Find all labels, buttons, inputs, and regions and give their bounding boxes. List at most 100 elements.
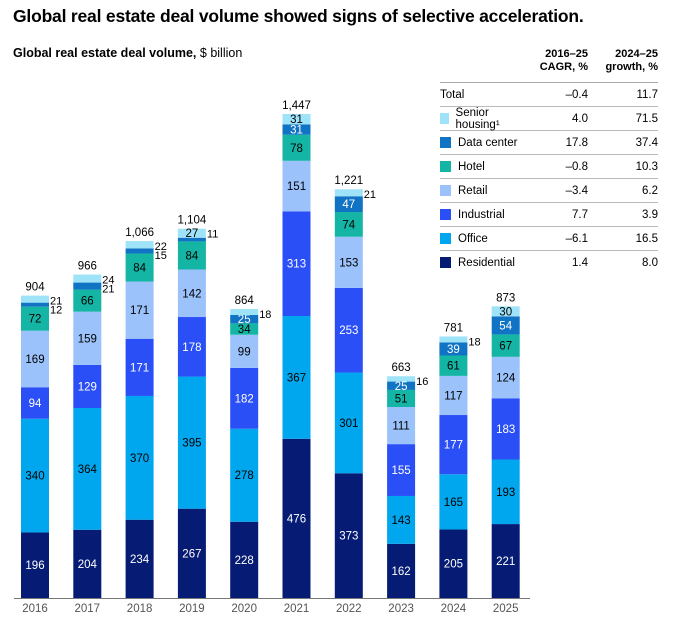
bar-segment-retail [491,356,520,399]
bar-segment-residential [491,524,520,598]
bar-segment-senior-housing [282,113,311,125]
legend-growth-value: 6.2 [642,184,658,197]
data-label: 171 [130,305,149,317]
bar-segment-senior-housing [334,189,363,197]
data-label: 151 [287,181,306,193]
bar-segment-data-center [230,315,259,324]
bar-segment-industrial [334,287,363,373]
data-label: 178 [182,342,201,354]
bar-segment-industrial [125,338,154,396]
data-label: 313 [287,259,306,271]
bar-segment-retail [387,407,416,445]
x-tick-label: 2025 [493,603,519,615]
legend-label: Data center [458,136,518,149]
bar-segment-retail [230,334,259,368]
bar-segment-data-center [177,237,206,242]
data-label: 228 [235,555,254,567]
legend-cagr-value: 17.8 [565,136,588,149]
data-label: 373 [339,531,358,543]
data-label: 169 [25,354,44,366]
legend-row-total: Total –0.4 11.7 [440,83,658,107]
data-label: 253 [339,325,358,337]
data-label: 39 [447,344,460,356]
bar-segment-retail [177,269,206,318]
bar-segment-office [230,428,259,522]
legend-label: Total [440,88,465,101]
bar-segment-industrial [21,387,49,419]
data-label: 159 [78,333,97,345]
bar-segment-data-center [334,196,363,212]
legend-cagr-value: –6.1 [565,232,588,245]
bar-segment-retail [73,311,102,365]
data-label: 155 [392,465,411,477]
legend-row-data-center: Data center 17.8 37.4 [440,131,658,155]
bar-segment-data-center [21,302,49,307]
legend-table-header: 2016–25 CAGR, % 2024–25 growth, % [440,48,658,83]
bar-segment-office [334,372,363,474]
bar-segment-office [387,495,416,544]
bar-segment-data-center [387,381,416,390]
data-label-outside: 21 [102,284,114,296]
bar-segment-residential [230,521,259,598]
data-label: 99 [238,346,251,358]
bar-segment-hotel [21,306,49,331]
bar-segment-retail [439,375,468,416]
data-label: 267 [182,548,201,560]
legend-swatch [440,257,451,268]
legend-label: Hotel [458,160,485,173]
header-cagr: 2016–25 CAGR, % [518,48,588,82]
bar-segment-office [177,376,206,509]
chart-subtitle: Global real estate deal volume, $ billio… [13,46,242,60]
data-label-outside: 24 [102,275,114,287]
data-label: 66 [81,296,94,308]
data-label: 171 [130,362,149,374]
total-label: 904 [25,282,45,294]
x-tick-label: 2019 [179,603,205,615]
data-label: 196 [25,560,44,572]
bar-segment-retail [125,281,154,339]
legend-row-name: Total [440,89,518,101]
legend-swatch [440,137,451,148]
legend-cagr-value: 1.4 [572,256,588,269]
total-label: 663 [392,362,411,374]
data-label: 25 [238,314,251,326]
total-label: 864 [235,295,255,307]
data-label: 278 [235,470,254,482]
legend-label: Residential [458,256,515,269]
data-label: 94 [29,398,42,410]
legend-growth-value: 8.0 [642,256,658,269]
legend-swatch [440,113,449,124]
data-label: 364 [78,464,98,476]
bar-segment-hotel [439,355,468,376]
data-label: 84 [186,250,199,262]
data-label: 111 [392,421,409,433]
bar-segment-residential [334,473,363,598]
subtitle-unit: $ billion [199,46,243,60]
x-tick-label: 2021 [284,603,310,615]
data-label: 27 [186,228,199,240]
data-label: 117 [444,390,462,402]
data-label: 72 [29,314,42,326]
data-label-outside: 11 [207,229,218,241]
bar-segment-data-center [125,248,154,254]
x-tick-label: 2016 [22,603,48,615]
bar-segment-senior-housing [125,241,154,249]
data-label: 51 [395,393,408,405]
bar-segment-residential [282,438,311,598]
total-label: 966 [78,261,97,273]
bar-segment-office [282,316,311,439]
bar-segment-residential [21,532,49,598]
bar-segment-hotel [387,389,416,408]
legend-label: Senior housing¹ [455,106,500,131]
x-tick-label: 2023 [388,603,414,615]
legend-row-retail: Retail –3.4 6.2 [440,179,658,203]
legend-cagr-value: –0.8 [565,160,588,173]
bar-segment-residential [73,529,102,598]
legend-row-name: Residential [440,257,518,269]
data-label: 177 [444,440,463,452]
data-label: 30 [499,306,512,318]
legend-label: Office [458,232,488,245]
data-label: 84 [133,263,146,275]
bar-segment-senior-housing [491,306,520,317]
data-label: 182 [235,393,254,405]
